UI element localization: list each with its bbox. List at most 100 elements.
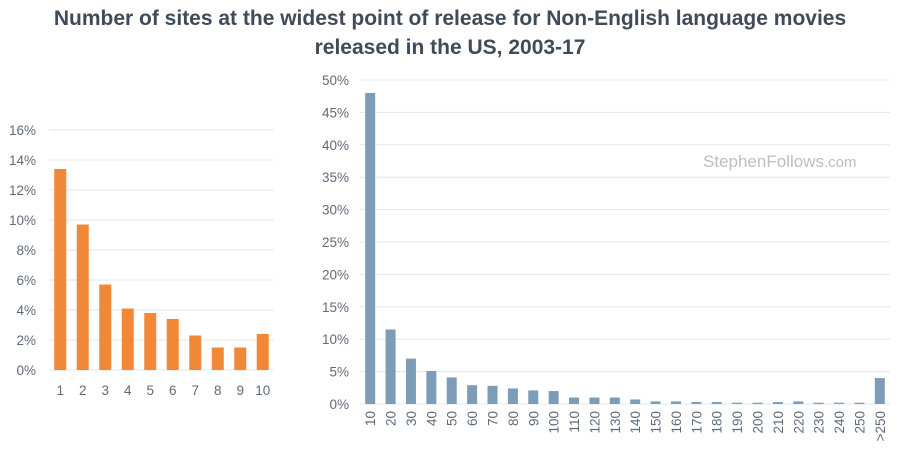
y-tick-label: 6% bbox=[16, 273, 36, 288]
y-tick-label: 16% bbox=[9, 123, 36, 138]
x-tick-label: 200 bbox=[751, 411, 766, 434]
x-tick-label: 120 bbox=[587, 411, 602, 434]
bar bbox=[834, 402, 845, 404]
watermark-suffix: .com bbox=[824, 154, 857, 171]
chart-title: Number of sites at the widest point of r… bbox=[0, 4, 900, 62]
bar bbox=[528, 390, 539, 404]
bar bbox=[752, 402, 763, 404]
x-tick-label: 10 bbox=[255, 383, 270, 398]
x-tick-label: 90 bbox=[526, 411, 541, 426]
bar bbox=[446, 377, 457, 404]
x-tick-label: 50 bbox=[445, 411, 460, 426]
bar bbox=[548, 391, 559, 404]
bar bbox=[426, 370, 437, 404]
x-tick-label: 30 bbox=[404, 411, 419, 426]
bar bbox=[121, 308, 134, 370]
x-tick-label: 20 bbox=[384, 411, 399, 426]
x-tick-label: 130 bbox=[608, 411, 623, 434]
bar bbox=[487, 385, 498, 404]
bar bbox=[99, 284, 112, 370]
x-tick-label: 100 bbox=[547, 411, 562, 434]
x-tick-label: 170 bbox=[689, 411, 704, 434]
x-tick-label: >250 bbox=[873, 411, 888, 441]
y-tick-label: 12% bbox=[9, 183, 36, 198]
x-tick-label: 6 bbox=[169, 383, 177, 398]
left-bar-chart: 0% 2% 4% 6% 8% 10% 12% 14% 16% 1 2 3 4 5 6 7 8 9 10 bbox=[9, 123, 274, 398]
bar bbox=[256, 334, 269, 370]
x-tick-label: 110 bbox=[567, 411, 582, 433]
bar bbox=[813, 402, 824, 404]
bar bbox=[365, 92, 376, 405]
bar bbox=[76, 224, 89, 370]
bar bbox=[54, 169, 67, 370]
x-tick-label: 160 bbox=[669, 411, 684, 434]
right-bar-chart: 0% 5% 10% 15% 20% 25% 30% 35% 40% 45% 50% 10 20 30 40 5… bbox=[322, 73, 890, 441]
bar bbox=[234, 347, 247, 370]
y-tick-label: 50% bbox=[322, 73, 349, 88]
bar bbox=[507, 388, 518, 404]
bar bbox=[467, 385, 478, 404]
x-tick-label: 250 bbox=[852, 411, 867, 434]
bar bbox=[385, 329, 396, 404]
y-tick-label: 5% bbox=[329, 365, 349, 380]
x-tick-label: 140 bbox=[628, 411, 643, 434]
x-tick-label: 180 bbox=[710, 411, 725, 434]
y-tick-label: 10% bbox=[322, 332, 349, 347]
bar bbox=[569, 397, 580, 404]
y-tick-label: 25% bbox=[322, 235, 349, 250]
y-tick-label: 35% bbox=[322, 170, 349, 185]
x-tick-label: 70 bbox=[486, 411, 501, 426]
bar bbox=[711, 402, 722, 404]
bar bbox=[772, 402, 783, 404]
bar bbox=[793, 401, 804, 404]
x-tick-label: 210 bbox=[771, 411, 786, 434]
bar bbox=[670, 401, 681, 404]
y-tick-label: 20% bbox=[322, 267, 349, 282]
x-tick-label: 1 bbox=[56, 383, 64, 398]
bar bbox=[630, 399, 641, 404]
y-tick-label: 0% bbox=[16, 363, 36, 378]
y-tick-label: 45% bbox=[322, 105, 349, 120]
x-tick-label: 80 bbox=[506, 411, 521, 426]
y-tick-label: 8% bbox=[16, 243, 36, 258]
bar bbox=[874, 378, 885, 404]
x-tick-label: 8 bbox=[214, 383, 222, 398]
bar bbox=[854, 402, 865, 404]
x-tick-label: 220 bbox=[791, 411, 806, 434]
chart-title-line-2: released in the US, 2003-17 bbox=[314, 36, 586, 59]
bar bbox=[405, 358, 416, 404]
x-tick-label: 9 bbox=[236, 383, 244, 398]
chart-title-line-1: Number of sites at the widest point of r… bbox=[53, 7, 847, 30]
x-tick-label: 4 bbox=[124, 383, 132, 398]
watermark: StephenFollows.com bbox=[703, 152, 856, 171]
y-tick-label: 2% bbox=[16, 333, 36, 348]
x-tick-label: 40 bbox=[424, 411, 439, 426]
y-tick-label: 4% bbox=[16, 303, 36, 318]
x-tick-label: 230 bbox=[812, 411, 827, 434]
bar bbox=[189, 335, 202, 370]
y-tick-label: 15% bbox=[322, 300, 349, 315]
bar bbox=[589, 397, 600, 404]
bar bbox=[609, 397, 620, 404]
x-tick-label: 10 bbox=[363, 411, 378, 426]
watermark-name: StephenFollows bbox=[703, 152, 824, 171]
x-tick-label: 7 bbox=[191, 383, 199, 398]
y-tick-label: 10% bbox=[9, 213, 36, 228]
x-tick-label: 60 bbox=[465, 411, 480, 426]
bar bbox=[650, 401, 661, 404]
x-tick-label: 150 bbox=[649, 411, 664, 434]
bar bbox=[211, 347, 224, 370]
x-tick-label: 240 bbox=[832, 411, 847, 434]
bar bbox=[144, 313, 157, 370]
x-tick-label: 3 bbox=[101, 383, 109, 398]
x-tick-label: 2 bbox=[79, 383, 87, 398]
x-tick-label: 190 bbox=[730, 411, 745, 434]
y-tick-label: 30% bbox=[322, 203, 349, 218]
bar bbox=[732, 402, 743, 404]
y-tick-label: 40% bbox=[322, 138, 349, 153]
bar bbox=[166, 319, 179, 370]
y-tick-label: 0% bbox=[329, 397, 349, 412]
y-tick-label: 14% bbox=[9, 153, 36, 168]
x-tick-label: 5 bbox=[146, 383, 154, 398]
